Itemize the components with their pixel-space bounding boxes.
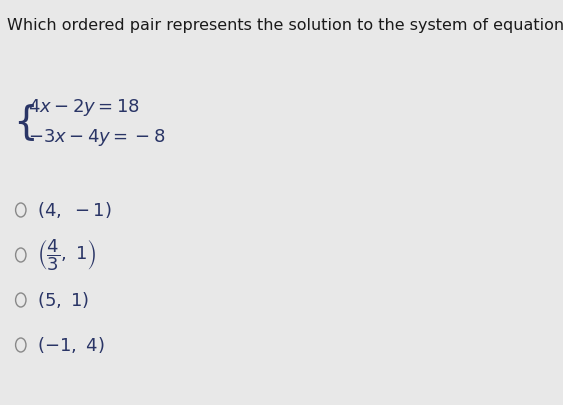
Text: $(5,\ 1)$: $(5,\ 1)$ bbox=[37, 290, 90, 310]
Text: $(-1,\ 4)$: $(-1,\ 4)$ bbox=[37, 335, 105, 355]
Text: $\left(\dfrac{4}{3},\ 1\right)$: $\left(\dfrac{4}{3},\ 1\right)$ bbox=[37, 237, 97, 273]
Circle shape bbox=[16, 248, 26, 262]
Circle shape bbox=[16, 338, 26, 352]
Text: $(4,\ -1)$: $(4,\ -1)$ bbox=[37, 200, 111, 220]
Text: $\{$: $\{$ bbox=[14, 102, 35, 143]
Circle shape bbox=[16, 293, 26, 307]
Text: $-3x - 4y = -8$: $-3x - 4y = -8$ bbox=[28, 128, 166, 149]
Text: Which ordered pair represents the solution to the system of equations?: Which ordered pair represents the soluti… bbox=[7, 18, 563, 33]
Circle shape bbox=[16, 203, 26, 217]
Text: $4x - 2y = 18$: $4x - 2y = 18$ bbox=[28, 98, 140, 119]
